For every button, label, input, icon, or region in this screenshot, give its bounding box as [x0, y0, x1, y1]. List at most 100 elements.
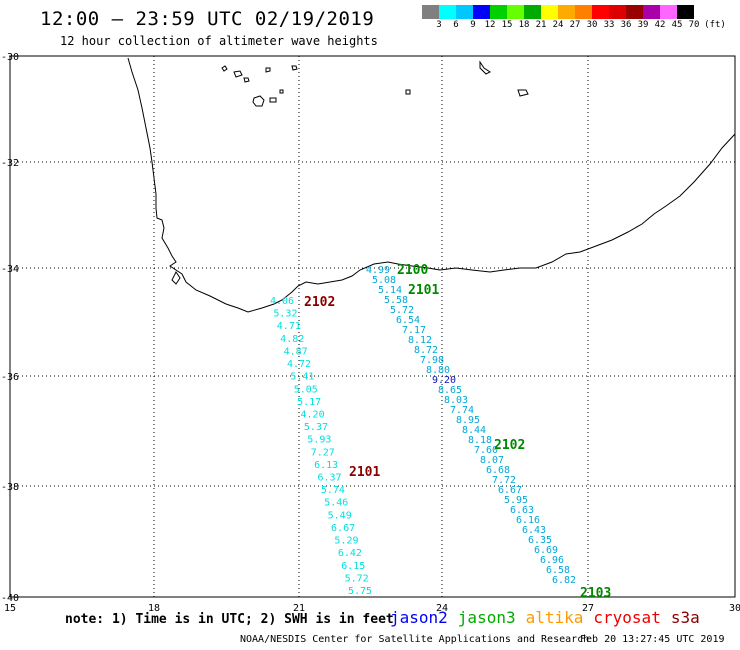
track-jason3: 4.995.085.145.585.726.547.178.128.727.98… [366, 263, 611, 601]
legend-swatch [473, 5, 490, 19]
pass-time-label: 2101 [408, 283, 439, 298]
legend-swatch [609, 5, 626, 19]
legend-label: 12 [484, 20, 496, 30]
satellite-s3a: s3a [670, 608, 700, 627]
legend-swatch [592, 5, 609, 19]
wave-height-value: 5.05 [294, 384, 318, 395]
wave-height-value: 8.07 [480, 455, 504, 466]
lat-tick-label: -40 [1, 593, 19, 604]
wave-height-value: 6.43 [522, 525, 546, 536]
wave-height-value: 5.08 [372, 275, 396, 286]
legend-label: 6 [453, 20, 459, 30]
legend-label: 30 [586, 20, 598, 30]
lat-tick-label: -30 [1, 52, 19, 63]
map-frame [9, 55, 736, 598]
wave-height-value: 4.71 [277, 321, 301, 332]
legend-label: (ft) [704, 20, 726, 30]
legend-label: 18 [518, 20, 530, 30]
legend-swatch [541, 5, 558, 19]
page-subtitle: 12 hour collection of altimeter wave hei… [60, 34, 378, 48]
wave-height-value: 5.93 [307, 435, 331, 446]
wave-height-value: 8.44 [462, 425, 486, 436]
wave-height-value: 6.16 [516, 515, 540, 526]
wave-height-value: 5.72 [345, 573, 369, 584]
altimeter-tracks: 4.06 5.324.71 4.824.87 4.72 5.415.05 5.174.20… [270, 263, 611, 601]
track-cryosat: 4.06 5.324.71 4.824.87 4.72 5.415.05 5.174.20… [270, 295, 380, 597]
legend-swatch [456, 5, 473, 19]
lon-tick-label: 18 [148, 603, 160, 614]
pass-time-label: 2102 [304, 295, 335, 310]
satellite-jason2: jason2 [390, 608, 448, 627]
legend-swatch [507, 5, 524, 19]
legend-swatch [439, 5, 456, 19]
legend-label: 27 [569, 20, 581, 30]
satellite-jason3: jason3 [457, 608, 516, 627]
legend-label: 24 [552, 20, 564, 30]
credit-text: NOAA/NESDIS Center for Satellite Applica… [240, 634, 590, 645]
wave-height-value: 8.18 [468, 435, 492, 446]
coastline-west-south-coast [127, 57, 736, 313]
satellite-altika: altika [525, 608, 584, 627]
lat-tick-label: -36 [1, 372, 19, 383]
wave-height-value: 7.27 [311, 447, 335, 458]
wave-height-value: 5.29 [334, 536, 358, 547]
legend-swatch [558, 5, 575, 19]
lat-tick-label: -34 [1, 264, 19, 275]
wave-height-value: 4.82 [280, 334, 304, 345]
wave-height-value: 6.82 [552, 575, 576, 586]
wave-height-value: 4.72 [287, 359, 311, 370]
lat-tick-label: -38 [1, 482, 19, 493]
legend-label: 15 [501, 20, 513, 30]
islands [221, 60, 529, 107]
wave-height-value: 7.72 [492, 475, 516, 486]
wave-height-value: 6.67 [498, 485, 522, 496]
wave-height-value: 5.37 [304, 422, 328, 433]
wave-height-value: 7.98 [420, 355, 444, 366]
lon-tick-label: 24 [436, 603, 448, 614]
satellite-legend: jason2 jason3 altika cryosat s3a [390, 608, 710, 627]
wave-height-value: 4.06 [270, 296, 294, 307]
legend-label: 36 [620, 20, 632, 30]
legend-label: 3 [436, 20, 442, 30]
wave-height-value: 5.95 [504, 495, 528, 506]
pass-time-label: 2100 [397, 263, 428, 278]
wave-height-value: 6.69 [534, 545, 558, 556]
wave-height-value: 7.17 [402, 325, 426, 336]
wave-height-value: 9.20 [432, 375, 456, 386]
pass-time-label: 2102 [494, 438, 525, 453]
wave-height-value: 7.60 [474, 445, 498, 456]
wave-height-value: 5.41 [290, 372, 314, 383]
wave-height-value: 8.12 [408, 335, 432, 346]
legend-swatch [575, 5, 592, 19]
generated-timestamp: Feb 20 13:27:45 UTC 2019 [580, 634, 725, 645]
legend-label: 42 [654, 20, 666, 30]
wave-height-value: 6.42 [338, 548, 362, 559]
wave-height-value: 8.03 [444, 395, 468, 406]
wave-height-value: 5.32 [273, 309, 297, 320]
wave-height-value: 5.58 [384, 295, 408, 306]
footnote: note: 1) Time is in UTC; 2) SWH is in fe… [65, 612, 394, 627]
wave-height-value: 4.99 [366, 265, 390, 276]
legend-label: 33 [603, 20, 615, 30]
lat-lon-grid [10, 56, 735, 597]
lon-tick-label: 15 [4, 603, 16, 614]
wave-height-value: 6.68 [486, 465, 510, 476]
wave-height-value: 6.15 [341, 561, 365, 572]
pass-time-label: 2101 [349, 465, 380, 480]
wave-height-value: 5.46 [324, 498, 348, 509]
wave-height-value: 6.58 [546, 565, 570, 576]
page-title: 12:00 – 23:59 UTC 02/19/2019 [40, 8, 375, 30]
lon-tick-label: 21 [293, 603, 305, 614]
legend-label: 70 [688, 20, 700, 30]
wave-height-value: 8.65 [438, 385, 462, 396]
wave-height-value: 5.14 [378, 285, 402, 296]
wave-height-value: 7.74 [450, 405, 474, 416]
wave-height-value: 5.49 [328, 510, 352, 521]
wave-height-value: 5.74 [321, 485, 345, 496]
wave-height-value: 5.72 [390, 305, 414, 316]
legend-swatch [677, 5, 694, 19]
wave-height-value: 8.95 [456, 415, 480, 426]
lat-tick-label: -32 [1, 158, 19, 169]
